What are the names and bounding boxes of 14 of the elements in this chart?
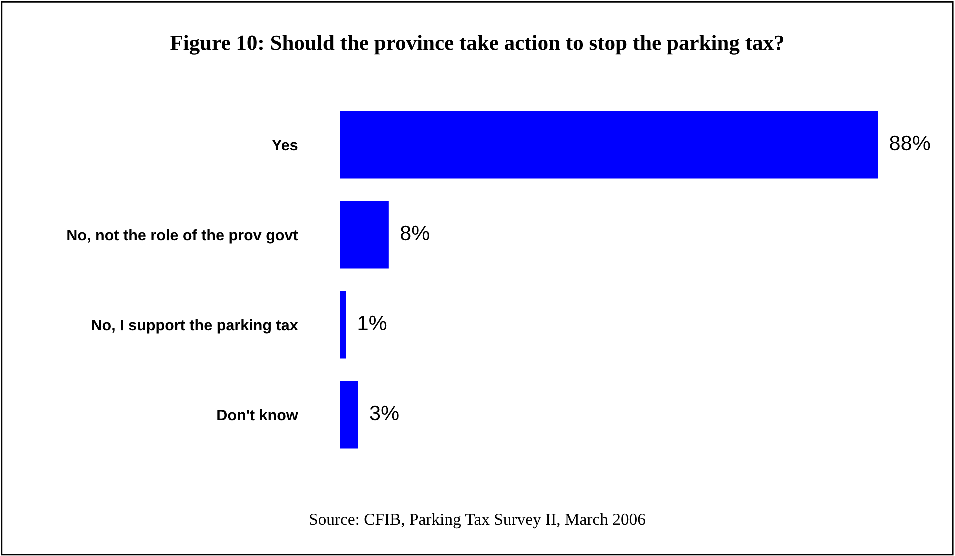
data-label: 88% (890, 136, 930, 151)
y-tick-label: Don't know (218, 409, 298, 421)
data-label: 3% (370, 406, 399, 421)
bar (340, 201, 389, 269)
y-tick-label: Yes (272, 140, 298, 151)
bar (340, 111, 878, 179)
bar (340, 291, 346, 359)
bar (340, 381, 358, 449)
source-note: Source: CFIB, Parking Tax Survey II, March 2006 (310, 513, 646, 529)
data-label: 8% (400, 226, 430, 241)
chart-title: Figure 10: Should the province take action to stop the parking tax? (170, 35, 784, 55)
data-label: 1% (358, 316, 387, 331)
y-tick-label: No, not the role of the prov govt (68, 229, 298, 244)
y-tick-label: No, I support the parking tax (92, 319, 298, 334)
